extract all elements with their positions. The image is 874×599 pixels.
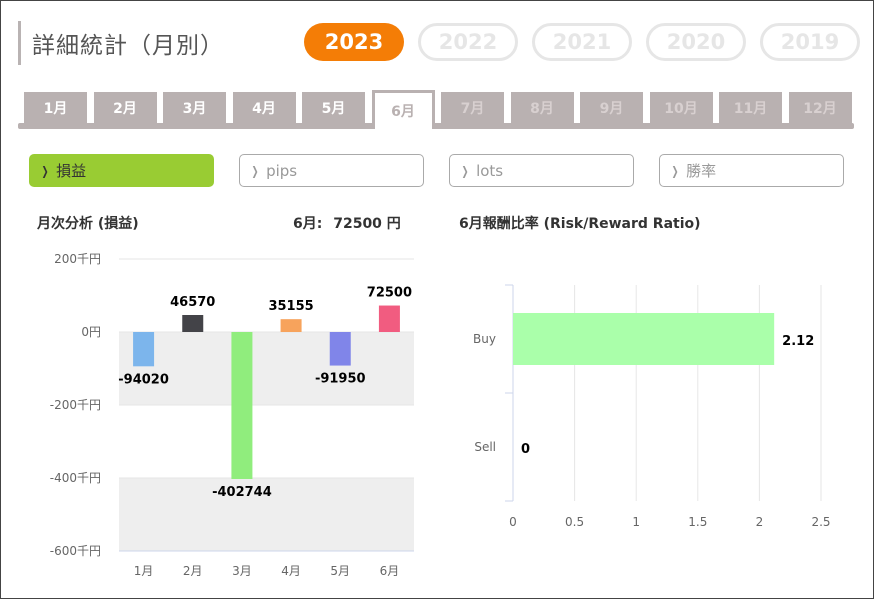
x-tick-label: 6月: [380, 564, 400, 578]
year-button-2020[interactable]: 2020: [646, 23, 746, 61]
metric-selector: ❯ 損益 ❯ pips ❯ lots ❯ 勝率: [29, 154, 844, 187]
metric-label: pips: [266, 161, 298, 180]
bar-5月[interactable]: [329, 332, 351, 366]
metric-label: 損益: [56, 162, 87, 180]
y-tick-label: -400千円: [50, 471, 101, 485]
ratio-chart-title: 6月報酬比率 (Risk/Reward Ratio): [459, 216, 701, 232]
bar-2月[interactable]: [182, 315, 204, 332]
metric-button-profit[interactable]: ❯ 損益: [29, 154, 214, 187]
month-tab-rail: [18, 123, 854, 129]
tab-month-4[interactable]: 4月: [232, 92, 296, 123]
chevron-right-icon: ❯: [251, 163, 259, 178]
tab-month-10[interactable]: 10月: [649, 92, 713, 123]
x-tick-label: 5月: [330, 564, 350, 578]
tab-month-3[interactable]: 3月: [163, 92, 226, 123]
page-title: 詳細統計（月別）: [18, 21, 224, 65]
risk-reward-chart: 0 0.5 1 1.5 2 2.5 Buy 2.12 Sell 0: [473, 284, 831, 529]
bar-3月[interactable]: [231, 332, 253, 480]
bar-4月[interactable]: [280, 319, 302, 332]
monthly-profit-chart: 200千円 0円 -200千円 -400千円 -600千円 -94020 1月 46570 2月…: [50, 252, 414, 578]
x-tick-label: 0: [509, 515, 517, 529]
bar-6月[interactable]: [378, 305, 400, 332]
y-tick-label: Buy: [473, 332, 496, 346]
tab-month-8[interactable]: 8月: [510, 92, 574, 123]
tab-month-1[interactable]: 1月: [24, 92, 87, 123]
metric-label: 勝率: [686, 162, 717, 180]
x-tick-label: 2.5: [811, 515, 830, 529]
x-tick-label: 2月: [183, 564, 203, 578]
monthly-chart-title: 月次分析 (損益): [37, 216, 139, 232]
y-tick-label: 0円: [81, 325, 101, 339]
x-tick-label: 0.5: [565, 515, 584, 529]
tab-month-7[interactable]: 7月: [441, 92, 504, 123]
tab-month-12[interactable]: 12月: [788, 92, 852, 123]
data-label: -94020: [118, 372, 169, 387]
data-label: 35155: [268, 299, 313, 314]
year-button-2019[interactable]: 2019: [760, 23, 860, 61]
x-tick-label: 2: [756, 515, 764, 529]
tab-month-6[interactable]: 6月: [371, 90, 435, 129]
tab-month-9[interactable]: 9月: [580, 92, 643, 123]
year-button-2023[interactable]: 2023: [304, 23, 404, 61]
page-title-text: 詳細統計（月別）: [32, 33, 224, 59]
chevron-right-icon: ❯: [461, 163, 469, 178]
year-button-2021[interactable]: 2021: [532, 23, 632, 61]
x-tick-label: 4月: [281, 564, 301, 578]
y-tick-label: Sell: [474, 440, 496, 454]
data-label: -402744: [212, 485, 272, 500]
tab-month-5[interactable]: 5月: [302, 92, 365, 123]
y-tick-label: 200千円: [54, 252, 101, 266]
metric-label: lots: [476, 161, 504, 180]
monthly-summary-label: 6月:: [293, 216, 323, 232]
metric-button-winrate[interactable]: ❯ 勝率: [659, 154, 844, 187]
data-label: -91950: [315, 372, 366, 387]
data-label: 46570: [170, 295, 215, 310]
tab-month-11[interactable]: 11月: [719, 92, 782, 123]
x-tick-label: 1: [632, 515, 640, 529]
x-tick-label: 3月: [232, 564, 252, 578]
data-label: 0: [521, 442, 530, 457]
month-tabs: 1月 2月 3月 4月 5月 6月 7月 8月 9月 10月 11月 12月: [24, 90, 858, 129]
y-tick-label: -600千円: [50, 544, 101, 558]
bar-Buy[interactable]: [513, 313, 775, 365]
metric-button-lots[interactable]: ❯ lots: [449, 154, 634, 187]
x-tick-label: 1月: [134, 564, 154, 578]
year-button-2022[interactable]: 2022: [418, 23, 518, 61]
year-selector: 2023 2022 2021 2020 2019: [304, 23, 860, 61]
plot-band: [119, 478, 414, 551]
monthly-summary-value: 72500 円: [333, 216, 401, 232]
chevron-right-icon: ❯: [671, 163, 679, 178]
x-tick-label: 1.5: [688, 515, 707, 529]
metric-button-pips[interactable]: ❯ pips: [239, 154, 424, 187]
data-label: 2.12: [782, 334, 814, 349]
tab-month-2[interactable]: 2月: [93, 92, 157, 123]
plot-band: [119, 332, 414, 405]
monthly-summary: 6月: 72500 円: [293, 213, 401, 233]
bar-1月[interactable]: [133, 332, 155, 367]
y-tick-label: -200千円: [50, 398, 101, 412]
data-label: 72500: [367, 286, 412, 301]
chevron-right-icon: ❯: [41, 163, 49, 178]
